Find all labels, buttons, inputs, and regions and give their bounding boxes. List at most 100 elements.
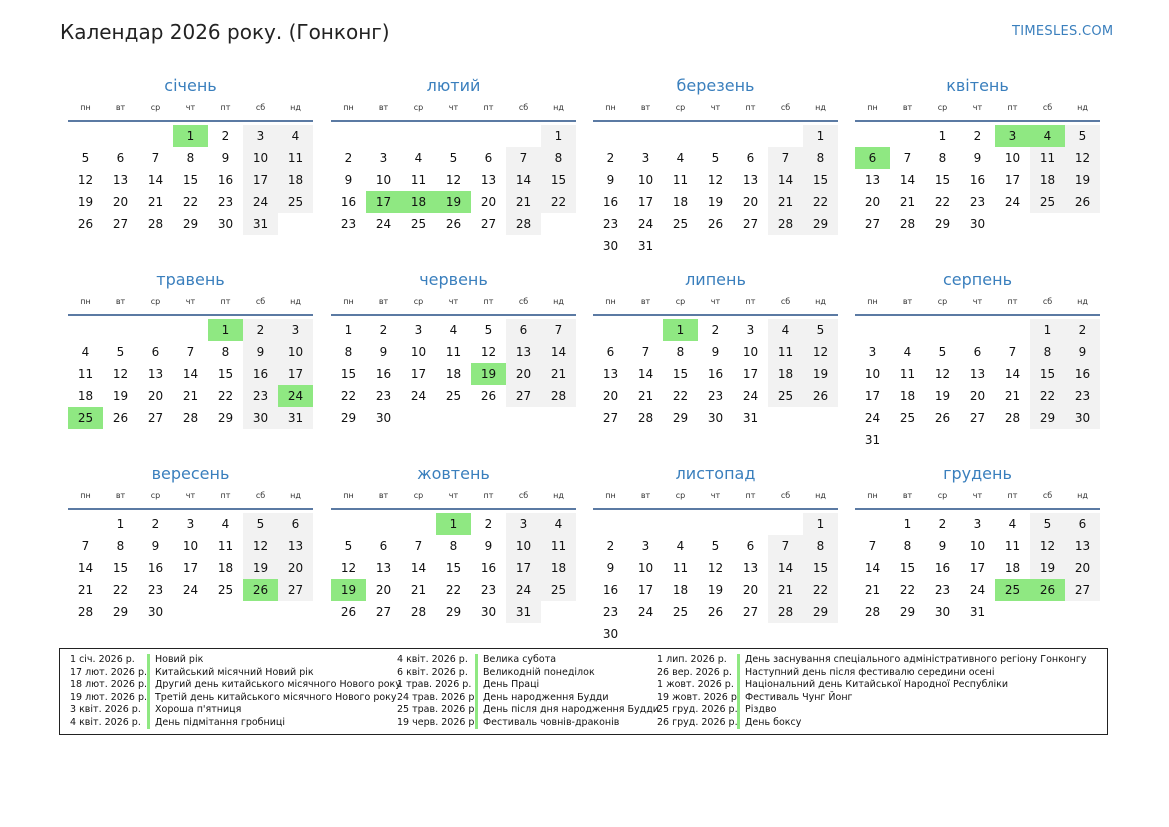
day-cell: 4 xyxy=(903,345,912,359)
weekday-label: чт xyxy=(972,297,983,306)
day-cell: 15 xyxy=(445,561,462,575)
legend-row: 4 квіт. 2026 р. Велика субота xyxy=(397,654,659,667)
header-rule xyxy=(593,120,838,122)
day-cell: 29 xyxy=(182,217,199,231)
day-cell: 5 xyxy=(81,151,90,165)
day-cell: 31 xyxy=(864,433,881,447)
legend-row: 26 груд. 2026 р. День боксу xyxy=(657,716,1087,729)
day-cell: 12 xyxy=(340,561,357,575)
day-cell: 6 xyxy=(506,319,541,341)
day-cell: 2 xyxy=(484,517,493,531)
empty-cell xyxy=(401,125,436,147)
day-cell: 24 xyxy=(243,191,278,213)
day-cell: 27 xyxy=(602,411,619,425)
month-name: лютий xyxy=(426,76,481,95)
day-cell: 23 xyxy=(707,389,724,403)
day-cell: 26 xyxy=(934,411,951,425)
day-cell: 21 xyxy=(1004,389,1021,403)
day-cell: 16 xyxy=(602,195,619,209)
day-cell: 23 xyxy=(480,583,497,597)
day-cell: 7 xyxy=(868,539,877,553)
day-cell: 20 xyxy=(278,557,313,579)
day-cell: 30 xyxy=(243,407,278,429)
day-cell: 27 xyxy=(147,411,164,425)
weekday-label: пн xyxy=(343,491,354,500)
day-cell: 10 xyxy=(969,539,986,553)
day-cell: 16 xyxy=(147,561,164,575)
header-rule xyxy=(593,508,838,510)
day-cell: 3 xyxy=(973,517,982,531)
day-cell: 21 xyxy=(637,389,654,403)
day-cell: 26 xyxy=(707,217,724,231)
day-cell: 30 xyxy=(1065,407,1100,429)
day-cell: 1 xyxy=(903,517,912,531)
header-rule xyxy=(68,314,313,316)
empty-cell xyxy=(768,125,803,147)
weekday-header: пн вт ср чт пт сб нд xyxy=(593,100,838,116)
day-cell: 29 xyxy=(340,411,357,425)
day-cell: 3 xyxy=(278,319,313,341)
day-cell: 26 xyxy=(112,411,129,425)
weekday-label: вт xyxy=(115,491,126,500)
day-cell: 9 xyxy=(221,151,230,165)
day-cell: 2 xyxy=(243,319,278,341)
weekday-label: сб xyxy=(780,103,791,112)
month-липень: липень пн вт ср чт пт сб нд 1 2 3 4 5 6 7 8 9 10 11 12 13 14 1… xyxy=(593,268,838,429)
weekday-label: пн xyxy=(867,103,878,112)
day-cell: 22 xyxy=(541,191,576,213)
day-cell: 22 xyxy=(217,389,234,403)
weekday-label: пн xyxy=(343,103,354,112)
weekday-label: пн xyxy=(867,491,878,500)
legend-date: 26 груд. 2026 р. xyxy=(657,716,738,728)
day-cell: 2 xyxy=(973,129,982,143)
legend-row: 1 трав. 2026 р. День Праці xyxy=(397,679,659,692)
legend-date: 19 жовт. 2026 р. xyxy=(657,691,740,703)
weekday-label: нд xyxy=(815,491,826,500)
header-rule xyxy=(68,508,313,510)
legend-date: 25 трав. 2026 р. xyxy=(397,704,478,715)
weekday-header: пн вт ср чт пт сб нд xyxy=(331,294,576,310)
day-cell: 13 xyxy=(602,367,619,381)
holiday-day-cell: 25 xyxy=(68,407,103,429)
holiday-day-cell: 19 xyxy=(331,579,366,601)
legend-holiday-name: Національний день Китайської Народної Ре… xyxy=(737,679,1008,692)
weekday-label: вт xyxy=(115,103,126,112)
day-cell: 14 xyxy=(864,561,881,575)
day-cell: 21 xyxy=(410,583,427,597)
weekday-label: ср xyxy=(675,297,686,306)
day-grid: 1 2 3 4 5 6 7 8 9 10 11 12 13 14 15 16 17 18 19 20 21 22 23 24 2… xyxy=(593,319,838,429)
day-cell: 9 xyxy=(606,561,615,575)
day-cell: 17 xyxy=(506,557,541,579)
day-cell: 2 xyxy=(151,517,160,531)
day-cell: 3 xyxy=(746,323,755,337)
day-cell: 25 xyxy=(410,217,427,231)
weekday-label: чт xyxy=(710,297,721,306)
legend-date: 1 лип. 2026 р. xyxy=(657,654,727,665)
legend-row: 25 груд. 2026 р. Різдво xyxy=(657,704,1087,717)
header-rule xyxy=(855,120,1100,122)
empty-cell xyxy=(663,125,698,147)
day-cell: 19 xyxy=(77,195,94,209)
day-cell: 31 xyxy=(243,213,278,235)
empty-cell xyxy=(890,319,925,341)
day-cell: 7 xyxy=(151,151,160,165)
empty-cell xyxy=(68,319,103,341)
day-cell: 15 xyxy=(217,367,234,381)
day-cell: 21 xyxy=(768,579,803,601)
legend-row: 17 лют. 2026 р. Китайський місячний Новий… xyxy=(70,666,401,679)
legend-row: 19 жовт. 2026 р. Фестиваль Чунг Йонг xyxy=(657,691,1087,704)
weekday-label: нд xyxy=(1077,491,1088,500)
holiday-day-cell: 1 xyxy=(436,513,471,535)
day-cell: 17 xyxy=(637,195,654,209)
day-cell: 6 xyxy=(606,345,615,359)
weekday-label: пт xyxy=(483,491,494,500)
day-cell: 9 xyxy=(938,539,947,553)
brand-link[interactable]: TIMESLES.COM xyxy=(1012,24,1114,39)
legend-row: 6 квіт. 2026 р. Великодній понеділок xyxy=(397,666,659,679)
day-cell: 6 xyxy=(746,151,755,165)
day-cell: 19 xyxy=(1065,169,1100,191)
weekday-label: ср xyxy=(413,491,424,500)
day-cell: 8 xyxy=(221,345,230,359)
day-cell: 12 xyxy=(707,173,724,187)
holiday-day-cell: 25 xyxy=(995,579,1030,601)
